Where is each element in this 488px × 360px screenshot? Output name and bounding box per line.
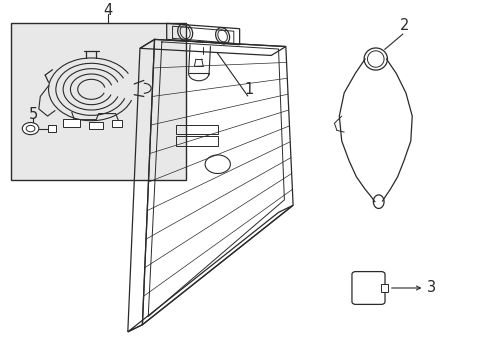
Text: 2: 2 bbox=[400, 18, 409, 33]
Bar bbox=[112, 120, 122, 127]
Bar bbox=[63, 119, 80, 127]
Text: 5: 5 bbox=[28, 107, 38, 122]
Text: 4: 4 bbox=[103, 3, 113, 18]
Bar bbox=[176, 136, 217, 147]
Circle shape bbox=[22, 122, 39, 135]
FancyBboxPatch shape bbox=[351, 271, 384, 305]
Bar bbox=[176, 125, 217, 134]
Text: 1: 1 bbox=[244, 82, 253, 97]
Bar bbox=[89, 122, 102, 129]
Bar bbox=[47, 125, 56, 132]
Bar bbox=[11, 23, 186, 180]
Text: 3: 3 bbox=[426, 280, 435, 296]
Circle shape bbox=[26, 125, 35, 132]
Bar bbox=[380, 284, 387, 292]
